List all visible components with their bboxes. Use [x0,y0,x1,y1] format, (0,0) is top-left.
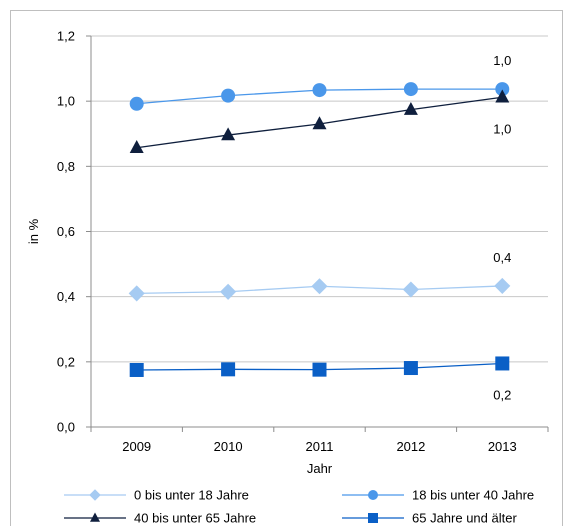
legend-label: 18 bis unter 40 Jahre [412,488,534,503]
series-1 [128,277,511,302]
data-label: 0,2 [493,387,511,402]
legend-item: 40 bis unter 65 Jahre [64,511,256,526]
legend-label: 40 bis unter 65 Jahre [134,511,256,526]
x-tick-label: 2009 [122,439,151,454]
y-tick-label: 0,4 [57,289,75,304]
legend-item: 0 bis unter 18 Jahre [64,488,249,503]
data-point [312,83,327,98]
data-point [312,362,327,377]
data-point [312,116,327,130]
series-3 [129,89,510,154]
data-labels: 0,4 1,0 1,0 0,2 [493,53,511,402]
legend-marker [89,489,101,501]
data-point [221,88,236,103]
legend-label: 65 Jahre und älter [412,511,517,526]
y-tick-label: 0,6 [57,224,75,239]
y-tick-label: 0,2 [57,354,75,369]
data-point [495,89,510,103]
data-point [221,127,236,141]
x-tick-label: 2011 [306,439,334,454]
data-point [129,140,144,154]
series-2 [129,82,510,111]
legend-item: 18 bis unter 40 Jahre [342,488,534,503]
series-4 [129,356,510,377]
x-tick-label: 2012 [396,439,425,454]
y-tick-label: 1,2 [57,29,75,44]
y-tick-label: 0,0 [57,420,75,435]
chart-frame [10,10,563,526]
data-point [221,362,236,377]
legend-marker [90,512,100,522]
legend-marker [368,490,378,500]
data-label: 0,4 [493,250,511,265]
data-point [129,362,144,377]
legend-marker [368,513,378,523]
data-point [403,82,418,97]
y-tick-label: 0,8 [57,159,75,174]
legend-item: 65 Jahre und älter [342,511,517,526]
data-point [403,361,418,376]
data-point [495,356,510,371]
data-label: 1,0 [493,53,511,68]
y-axis-title: in % [26,218,41,244]
legend-label: 0 bis unter 18 Jahre [134,488,249,503]
data-point [220,283,237,300]
x-axis-title: Jahr [307,461,333,476]
data-point [311,278,328,295]
axes: 0,0 0,2 0,4 0,6 0,8 1,0 1,2 2009 2010 2011 2012 201… [57,29,549,454]
data-label: 1,0 [493,121,511,136]
x-tick-label: 2010 [214,439,243,454]
data-point [128,285,145,302]
data-point [402,281,419,298]
y-tick-label: 1,0 [57,94,75,109]
data-point [494,277,511,294]
data-point [129,96,144,111]
data-point [403,101,418,115]
series-layer [128,82,511,377]
x-tick-label: 2013 [488,439,517,454]
legend: 0 bis unter 18 Jahre 18 bis unter 40 Jahr… [64,488,534,526]
data-point [495,82,510,97]
